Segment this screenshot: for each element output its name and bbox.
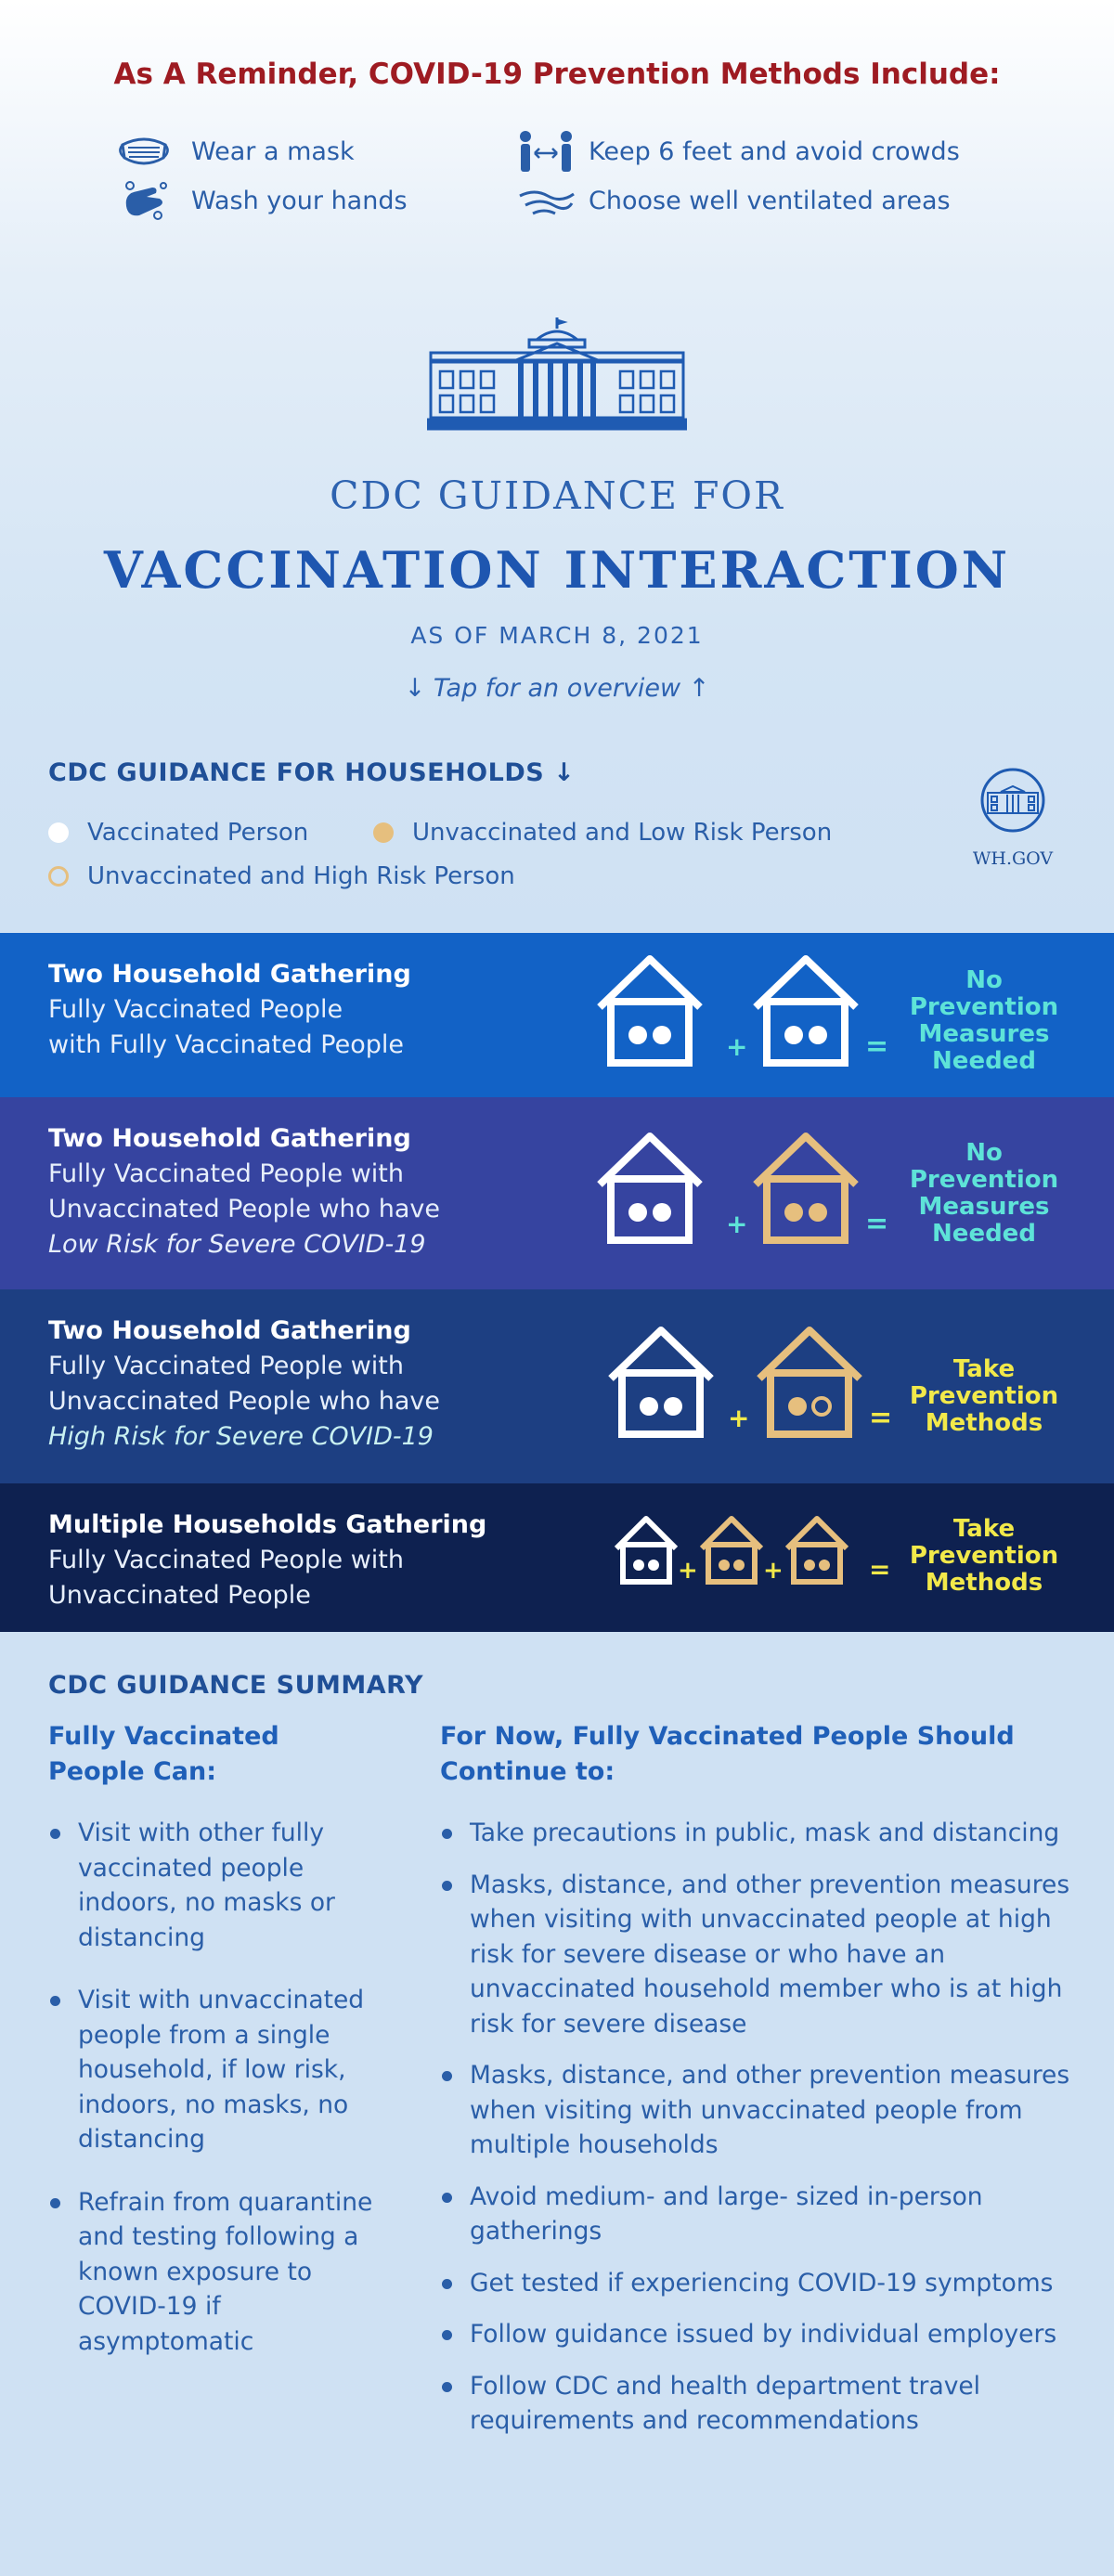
svg-text:=: = xyxy=(869,1554,890,1585)
as-of-date: AS OF MARCH 8, 2021 xyxy=(410,622,704,649)
can-list: Visit with other fully vaccinated people… xyxy=(48,1816,382,2359)
tan-ring-icon xyxy=(48,866,69,887)
row-equation: + = xyxy=(605,1325,902,1449)
list-item: Follow guidance issued by individual emp… xyxy=(440,2317,1081,2352)
right-column-heading-1: For Now, Fully Vaccinated People Should xyxy=(440,1722,1015,1751)
row-result: Take Prevention Methods xyxy=(909,1355,1059,1437)
households-heading: CDC GUIDANCE FOR HOUSEHOLDS ↓ xyxy=(48,758,576,787)
row-equation: + = xyxy=(594,1131,900,1255)
ventilation-icon xyxy=(516,177,589,224)
row-result: No Prevention Measures Needed xyxy=(909,966,1059,1075)
prevention-label: Choose well ventilated areas xyxy=(589,186,951,215)
summary-heading: CDC GUIDANCE SUMMARY xyxy=(48,1671,424,1700)
row-line: Fully Vaccinated People with xyxy=(48,1159,404,1188)
svg-text:=: = xyxy=(865,1208,888,1240)
reminder-title: As A Reminder, COVID-19 Prevention Metho… xyxy=(113,58,1001,91)
list-item: Visit with unvaccinated people from a si… xyxy=(48,1983,382,2157)
house-icon xyxy=(608,1327,714,1438)
legend-label: Vaccinated Person xyxy=(87,819,309,847)
prevention-item-handwash: Wash your hands xyxy=(119,177,408,224)
row-two-households-vaccinated: Two Household Gathering Fully Vaccinated… xyxy=(0,933,1114,1097)
summary-right-column: For Now, Fully Vaccinated People Should … xyxy=(440,1719,1081,2455)
continue-list: Take precautions in public, mask and dis… xyxy=(440,1816,1081,2439)
row-result: Take Prevention Methods xyxy=(909,1515,1059,1597)
row-two-households-high-risk: Two Household Gathering Fully Vaccinated… xyxy=(0,1289,1114,1483)
row-line: Fully Vaccinated People with xyxy=(48,1352,404,1380)
summary-left-column: Fully Vaccinated People Can: Visit with … xyxy=(48,1719,382,2387)
list-item: Visit with other fully vaccinated people… xyxy=(48,1816,382,1955)
svg-text:+: + xyxy=(726,1031,747,1062)
white-house-icon xyxy=(425,316,689,436)
prevention-label: Wear a mask xyxy=(191,136,355,166)
list-item: Refrain from quarantine and testing foll… xyxy=(48,2185,382,2360)
right-column-heading-2: Continue to: xyxy=(440,1757,615,1786)
prevention-label: Keep 6 feet and avoid crowds xyxy=(589,136,960,166)
row-equation: + + = xyxy=(613,1515,900,1593)
svg-text:=: = xyxy=(865,1030,888,1063)
list-item: Avoid medium- and large- sized in-person… xyxy=(440,2180,1081,2249)
house-icon xyxy=(784,1516,849,1585)
left-column-heading-2: People Can: xyxy=(48,1757,216,1786)
list-item: Get tested if experiencing COVID-19 symp… xyxy=(440,2266,1081,2301)
row-line: with Fully Vaccinated People xyxy=(48,1030,404,1059)
prevention-item-ventilation: Choose well ventilated areas xyxy=(516,177,951,224)
row-line: Unvaccinated People who have xyxy=(48,1387,440,1416)
row-title: Two Household Gathering xyxy=(48,1124,411,1153)
house-icon xyxy=(597,955,703,1067)
row-line-emphasis: High Risk for Severe COVID-19 xyxy=(48,1422,434,1451)
white-dot-icon xyxy=(48,822,69,843)
row-line: Fully Vaccinated People with xyxy=(48,1546,404,1574)
prevention-item-distance: Keep 6 feet and avoid crowds xyxy=(516,128,960,175)
prevention-label: Wash your hands xyxy=(191,186,408,215)
mask-icon xyxy=(119,128,191,175)
svg-text:+: + xyxy=(728,1403,749,1433)
row-title: Two Household Gathering xyxy=(48,1316,411,1345)
house-icon xyxy=(699,1516,764,1585)
legend-unvaccinated-high: Unvaccinated and High Risk Person xyxy=(48,862,515,890)
tan-dot-icon xyxy=(373,822,394,843)
white-house-seal-icon: WH.GOV xyxy=(973,768,1054,869)
house-icon xyxy=(597,1133,703,1244)
house-icon xyxy=(753,1133,859,1244)
left-column-heading-1: Fully Vaccinated xyxy=(48,1722,279,1751)
list-item: Masks, distance, and other prevention me… xyxy=(440,2058,1081,2163)
row-title: Multiple Households Gathering xyxy=(48,1510,487,1539)
row-line-emphasis: Low Risk for Severe COVID-19 xyxy=(48,1230,426,1259)
svg-text:+: + xyxy=(763,1557,784,1585)
row-multiple-households: Multiple Households Gathering Fully Vacc… xyxy=(0,1483,1114,1632)
wh-gov-label: WH.GOV xyxy=(973,848,1054,869)
house-icon xyxy=(753,955,859,1067)
distance-icon xyxy=(516,128,589,175)
title-line-1: CDC GUIDANCE FOR xyxy=(330,473,784,518)
row-equation: + = xyxy=(594,953,900,1078)
legend-unvaccinated-low: Unvaccinated and Low Risk Person xyxy=(373,819,832,847)
title-line-2: VACCINATION INTERACTION xyxy=(103,540,1011,600)
legend-label: Unvaccinated and Low Risk Person xyxy=(412,819,833,847)
list-item: Masks, distance, and other prevention me… xyxy=(440,1868,1081,2042)
wh-gov-badge[interactable]: WH.GOV xyxy=(964,768,1062,872)
handwash-icon xyxy=(119,177,191,224)
row-line: Unvaccinated People who have xyxy=(48,1195,440,1223)
house-icon xyxy=(757,1327,862,1438)
legend-label: Unvaccinated and High Risk Person xyxy=(87,862,515,890)
row-title: Two Household Gathering xyxy=(48,960,411,989)
legend-vaccinated: Vaccinated Person xyxy=(48,819,308,847)
list-item: Take precautions in public, mask and dis… xyxy=(440,1816,1081,1851)
list-item: Follow CDC and health department travel … xyxy=(440,2369,1081,2439)
row-two-households-low-risk: Two Household Gathering Fully Vaccinated… xyxy=(0,1097,1114,1289)
svg-text:+: + xyxy=(726,1209,747,1239)
tap-overview-link[interactable]: ↓ Tap for an overview ↑ xyxy=(404,674,710,703)
svg-text:+: + xyxy=(678,1557,698,1585)
row-line: Fully Vaccinated People xyxy=(48,995,343,1024)
svg-text:=: = xyxy=(869,1402,892,1434)
row-line: Unvaccinated People xyxy=(48,1581,311,1610)
row-result: No Prevention Measures Needed xyxy=(909,1139,1059,1248)
house-icon xyxy=(614,1516,679,1585)
prevention-item-mask: Wear a mask xyxy=(119,128,355,175)
